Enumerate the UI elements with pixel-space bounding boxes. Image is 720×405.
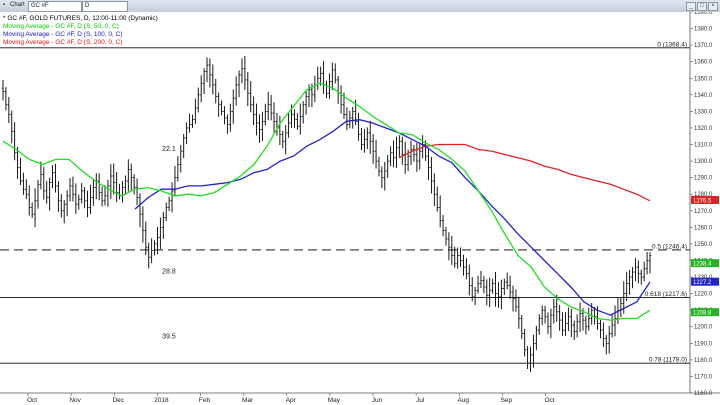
symbol-input[interactable]: GC #F (28, 1, 82, 12)
retracement-annotation: 28.8 (162, 269, 176, 276)
y-axis-panel (690, 12, 720, 405)
fib-level-label: 0 (1368.4) (657, 41, 687, 48)
legend: * GC #F, GOLD FUTURES, D, 12:00-11:00 (D… (3, 15, 158, 46)
x-tick-label: Dec (112, 397, 124, 404)
price-tag (691, 259, 719, 268)
price-tag-label: 1276.5 (693, 198, 712, 204)
y-tick-label: 1250.0 (694, 242, 713, 248)
fib-level-label: 0.618 (1217.6) (645, 291, 687, 298)
window-title: Chart (10, 2, 25, 8)
ma200-line (398, 143, 651, 202)
chart-background (0, 12, 720, 405)
price-tag (691, 196, 719, 205)
fib-level-label: 0.78 (1178.0) (649, 357, 687, 364)
chart-window-icon: ▪ (3, 2, 6, 8)
close-button[interactable]: × (708, 2, 718, 11)
x-tick-label: Apr (286, 397, 297, 404)
x-tick-label: Jun (372, 397, 383, 404)
y-tick-label: 1190.0 (694, 341, 713, 347)
y-tick-label: 1170.0 (694, 374, 713, 380)
y-tick-label: 1260.0 (694, 225, 713, 231)
y-tick-label: 1340.0 (694, 93, 713, 99)
legend-entry: Moving Average - GC #F, D (S, 200, 0, C) (3, 39, 122, 46)
retracement-annotation: 22.1 (162, 146, 176, 153)
y-tick-label: 1160.0 (694, 391, 713, 397)
x-tick-label: Jul (416, 397, 425, 404)
x-tick-label: Mar (242, 397, 254, 404)
minimize-button[interactable]: _ (686, 2, 696, 11)
y-tick-label: 1290.0 (694, 176, 713, 182)
y-tick-label: 1300.0 (694, 159, 713, 165)
price-chart[interactable]: 1160.01170.01180.01190.01200.01210.01220… (0, 12, 720, 405)
y-tick-label: 1280.0 (694, 192, 713, 198)
price-tag-label: 1238.4 (693, 261, 712, 267)
x-tick-label: Oct (27, 397, 37, 404)
ma100-line (134, 119, 651, 316)
y-tick-label: 1270.0 (694, 209, 713, 215)
legend-entry: * GC #F, GOLD FUTURES, D, 12:00-11:00 (D… (3, 15, 158, 22)
price-tag-label: 1227.2 (693, 280, 712, 286)
plot-area: 1160.01170.01180.01190.01200.01210.01220… (0, 12, 720, 405)
y-tick-label: 1330.0 (694, 109, 713, 115)
x-tick-label: Feb (199, 397, 211, 404)
fib-level-label: 0.5 (1246.4) (652, 243, 687, 250)
period-select[interactable]: D (82, 1, 128, 12)
y-tick-label: 1200.0 (694, 325, 713, 331)
y-tick-label: 1220.0 (694, 292, 713, 298)
x-tick-label: May (328, 397, 341, 404)
x-tick-label: Sep (501, 397, 513, 404)
y-tick-label: 1380.0 (694, 27, 713, 33)
y-tick-label: 1350.0 (694, 76, 713, 82)
x-tick-label: Aug (457, 397, 469, 404)
y-tick-label: 1180.0 (694, 358, 713, 364)
price-tag (691, 308, 719, 317)
x-tick-label: 2018 (154, 397, 169, 404)
price-tag-label: 1208.8 (693, 310, 712, 316)
y-tick-label: 1310.0 (694, 143, 713, 149)
x-tick-label: Nov (69, 397, 81, 404)
price-tag (691, 277, 719, 286)
y-tick-label: 1390.0 (694, 12, 713, 16)
y-tick-label: 1360.0 (694, 60, 713, 66)
y-tick-label: 1320.0 (694, 126, 713, 132)
x-tick-label: Oct (544, 397, 554, 404)
ma50-line (2, 82, 651, 321)
y-tick-label: 1370.0 (694, 43, 713, 49)
maximize-button[interactable]: □ (697, 2, 707, 11)
legend-entry: Moving Average - GC #F, D (S, 50, 0, C) (3, 23, 119, 30)
legend-entry: Moving Average - GC #F, D (S, 100, 0, C) (3, 31, 122, 38)
retracement-annotation: 39.5 (162, 333, 176, 340)
